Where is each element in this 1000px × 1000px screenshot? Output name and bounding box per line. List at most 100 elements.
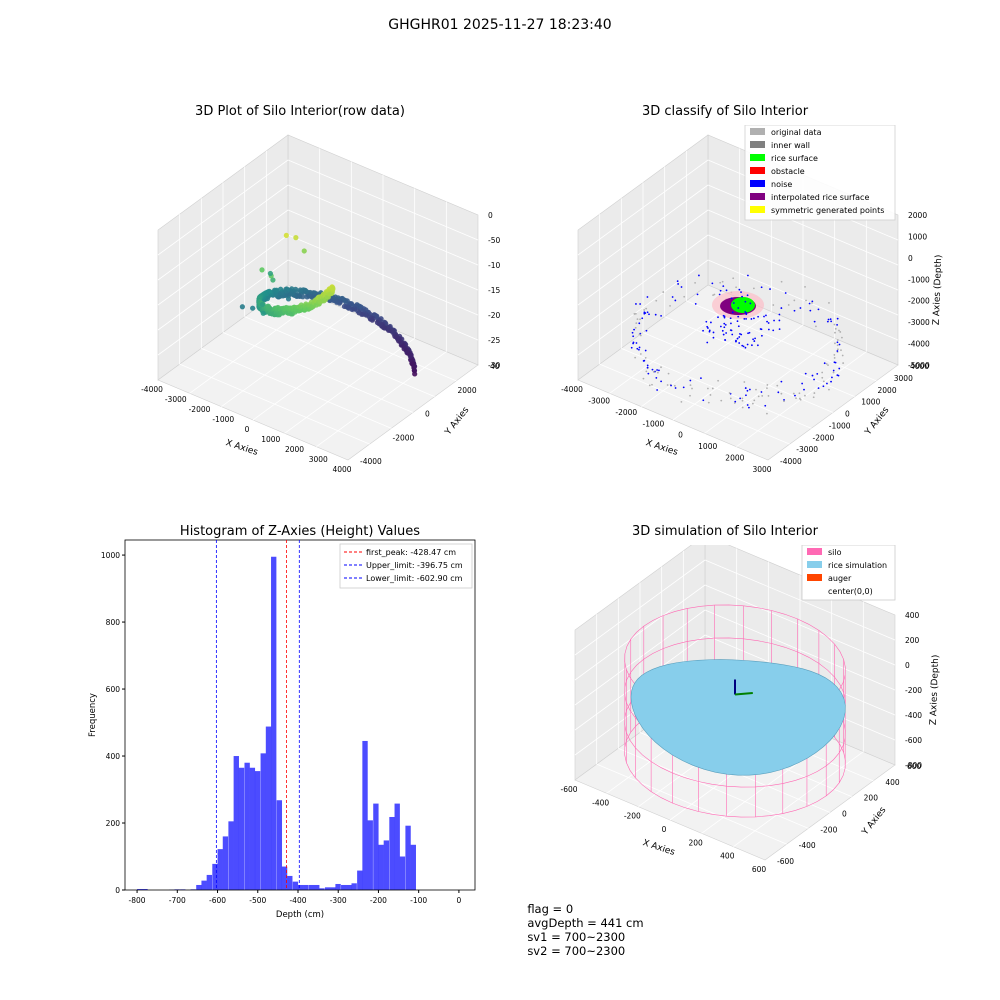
cls-point <box>642 377 645 380</box>
cls-point <box>741 406 744 409</box>
cls-noise-point <box>745 313 748 316</box>
cls-point <box>696 293 699 296</box>
histogram-bar <box>308 884 315 890</box>
cls-noise-point <box>750 318 753 320</box>
raw-xaxis-label: X Axies <box>224 438 259 458</box>
cls-point <box>794 394 796 397</box>
cls-ytick-label: -2000 <box>813 433 835 442</box>
cls-point <box>646 311 649 314</box>
histogram-bar <box>394 803 400 890</box>
sim-legend-swatch <box>807 561 822 568</box>
cls-point <box>838 343 841 346</box>
cls-noise-point <box>737 307 740 309</box>
histogram-legend-label: Lower_limit: -602.90 cm <box>366 574 463 583</box>
histogram-bar <box>383 840 390 890</box>
cls-point <box>711 282 714 285</box>
histogram-bar <box>389 816 395 890</box>
cls-point <box>639 303 642 305</box>
cls-point <box>633 328 635 331</box>
cls-noise-point <box>741 344 744 347</box>
cls-point <box>689 379 692 382</box>
cls-noise-point <box>724 339 727 342</box>
cls-noise-point <box>778 313 781 316</box>
cls-rice-surface <box>731 297 755 313</box>
classify-plot-title: 3D classify of Silo Interior <box>641 104 809 119</box>
sim-ytick-label: 0 <box>842 810 847 819</box>
histogram-ytick-label: 0 <box>115 886 120 895</box>
cls-point <box>834 327 837 330</box>
cls-point <box>836 317 839 320</box>
cls-point <box>645 329 648 332</box>
cls-point <box>645 370 648 373</box>
cls-xtick-label: 0 <box>678 431 683 440</box>
figure-suptitle: GHGHR01 2025-11-27 18:23:40 <box>388 17 612 33</box>
cls-point <box>721 280 724 283</box>
cls-point <box>769 288 771 290</box>
histogram-ytick-label: 600 <box>106 685 121 694</box>
raw-ztick-label: 0 <box>488 211 493 220</box>
cls-point <box>828 302 830 304</box>
cls-point <box>811 302 813 304</box>
sim-legend-label: rice simulation <box>828 561 887 570</box>
cls-ytick-label: 4000 <box>910 362 929 371</box>
cls-point <box>702 399 705 402</box>
cls-point <box>813 392 816 394</box>
cls-point <box>813 320 816 323</box>
cls-point <box>635 322 638 325</box>
histogram-bar <box>201 880 207 890</box>
histogram-legend-box <box>339 543 473 589</box>
cls-xtick-label: 3000 <box>752 465 771 474</box>
cls-point <box>816 373 819 375</box>
cls-point <box>787 304 790 306</box>
cls-point <box>784 292 787 294</box>
cls-point <box>826 382 828 385</box>
sim-rice-surface <box>630 659 846 776</box>
histogram-xtick-label: -400 <box>289 896 306 905</box>
raw-data-point <box>297 287 303 293</box>
cls-ztick-label: 2000 <box>908 211 927 220</box>
cls-point <box>747 274 749 277</box>
histogram-xtick-label: -300 <box>330 896 347 905</box>
cls-legend-swatch <box>750 128 765 135</box>
cls-noise-point <box>736 337 739 340</box>
histogram-ytick-label: 400 <box>106 752 121 761</box>
histogram-yaxis-label: Frequency <box>88 693 98 737</box>
cls-point <box>834 342 836 345</box>
cls-point <box>643 311 646 314</box>
histogram-ytick-label: 200 <box>106 819 121 828</box>
cls-point <box>841 336 843 339</box>
cls-xtick-label: -4000 <box>561 385 583 394</box>
cls-legend-box <box>744 125 896 221</box>
histogram-bar <box>335 883 341 890</box>
cls-point <box>732 277 735 280</box>
cls-point <box>652 370 655 373</box>
sim-gridline <box>704 559 896 641</box>
cls-noise-point <box>708 329 711 332</box>
raw-data-point <box>341 303 348 310</box>
cls-point <box>656 371 659 374</box>
cls-noise-point <box>745 317 747 320</box>
raw-xtick-label: 3000 <box>309 455 328 464</box>
histogram-bar <box>233 756 239 890</box>
cls-point <box>651 383 653 386</box>
histogram-xaxis-label: Depth (cm) <box>276 910 324 920</box>
histogram-bar <box>260 753 266 890</box>
sim-ztick-label: 200 <box>905 636 920 645</box>
cls-point <box>766 412 768 415</box>
cls-point <box>840 349 842 352</box>
cls-noise-point <box>753 317 755 320</box>
cls-point <box>669 304 671 307</box>
cls-point <box>638 322 641 325</box>
cls-xtick-label: -3000 <box>588 396 610 405</box>
cls-point <box>753 399 756 402</box>
cls-point <box>644 349 647 352</box>
cls-point <box>676 280 679 283</box>
cls-point <box>698 274 700 277</box>
raw-data-point <box>293 235 299 241</box>
sim-xtick-label: 200 <box>689 838 704 847</box>
cls-point <box>639 318 641 321</box>
cls-legend-label: rice surface <box>771 154 818 163</box>
cls-noise-point <box>738 336 741 338</box>
cls-point <box>683 295 686 298</box>
cls-ztick-label: 1000 <box>908 232 927 241</box>
